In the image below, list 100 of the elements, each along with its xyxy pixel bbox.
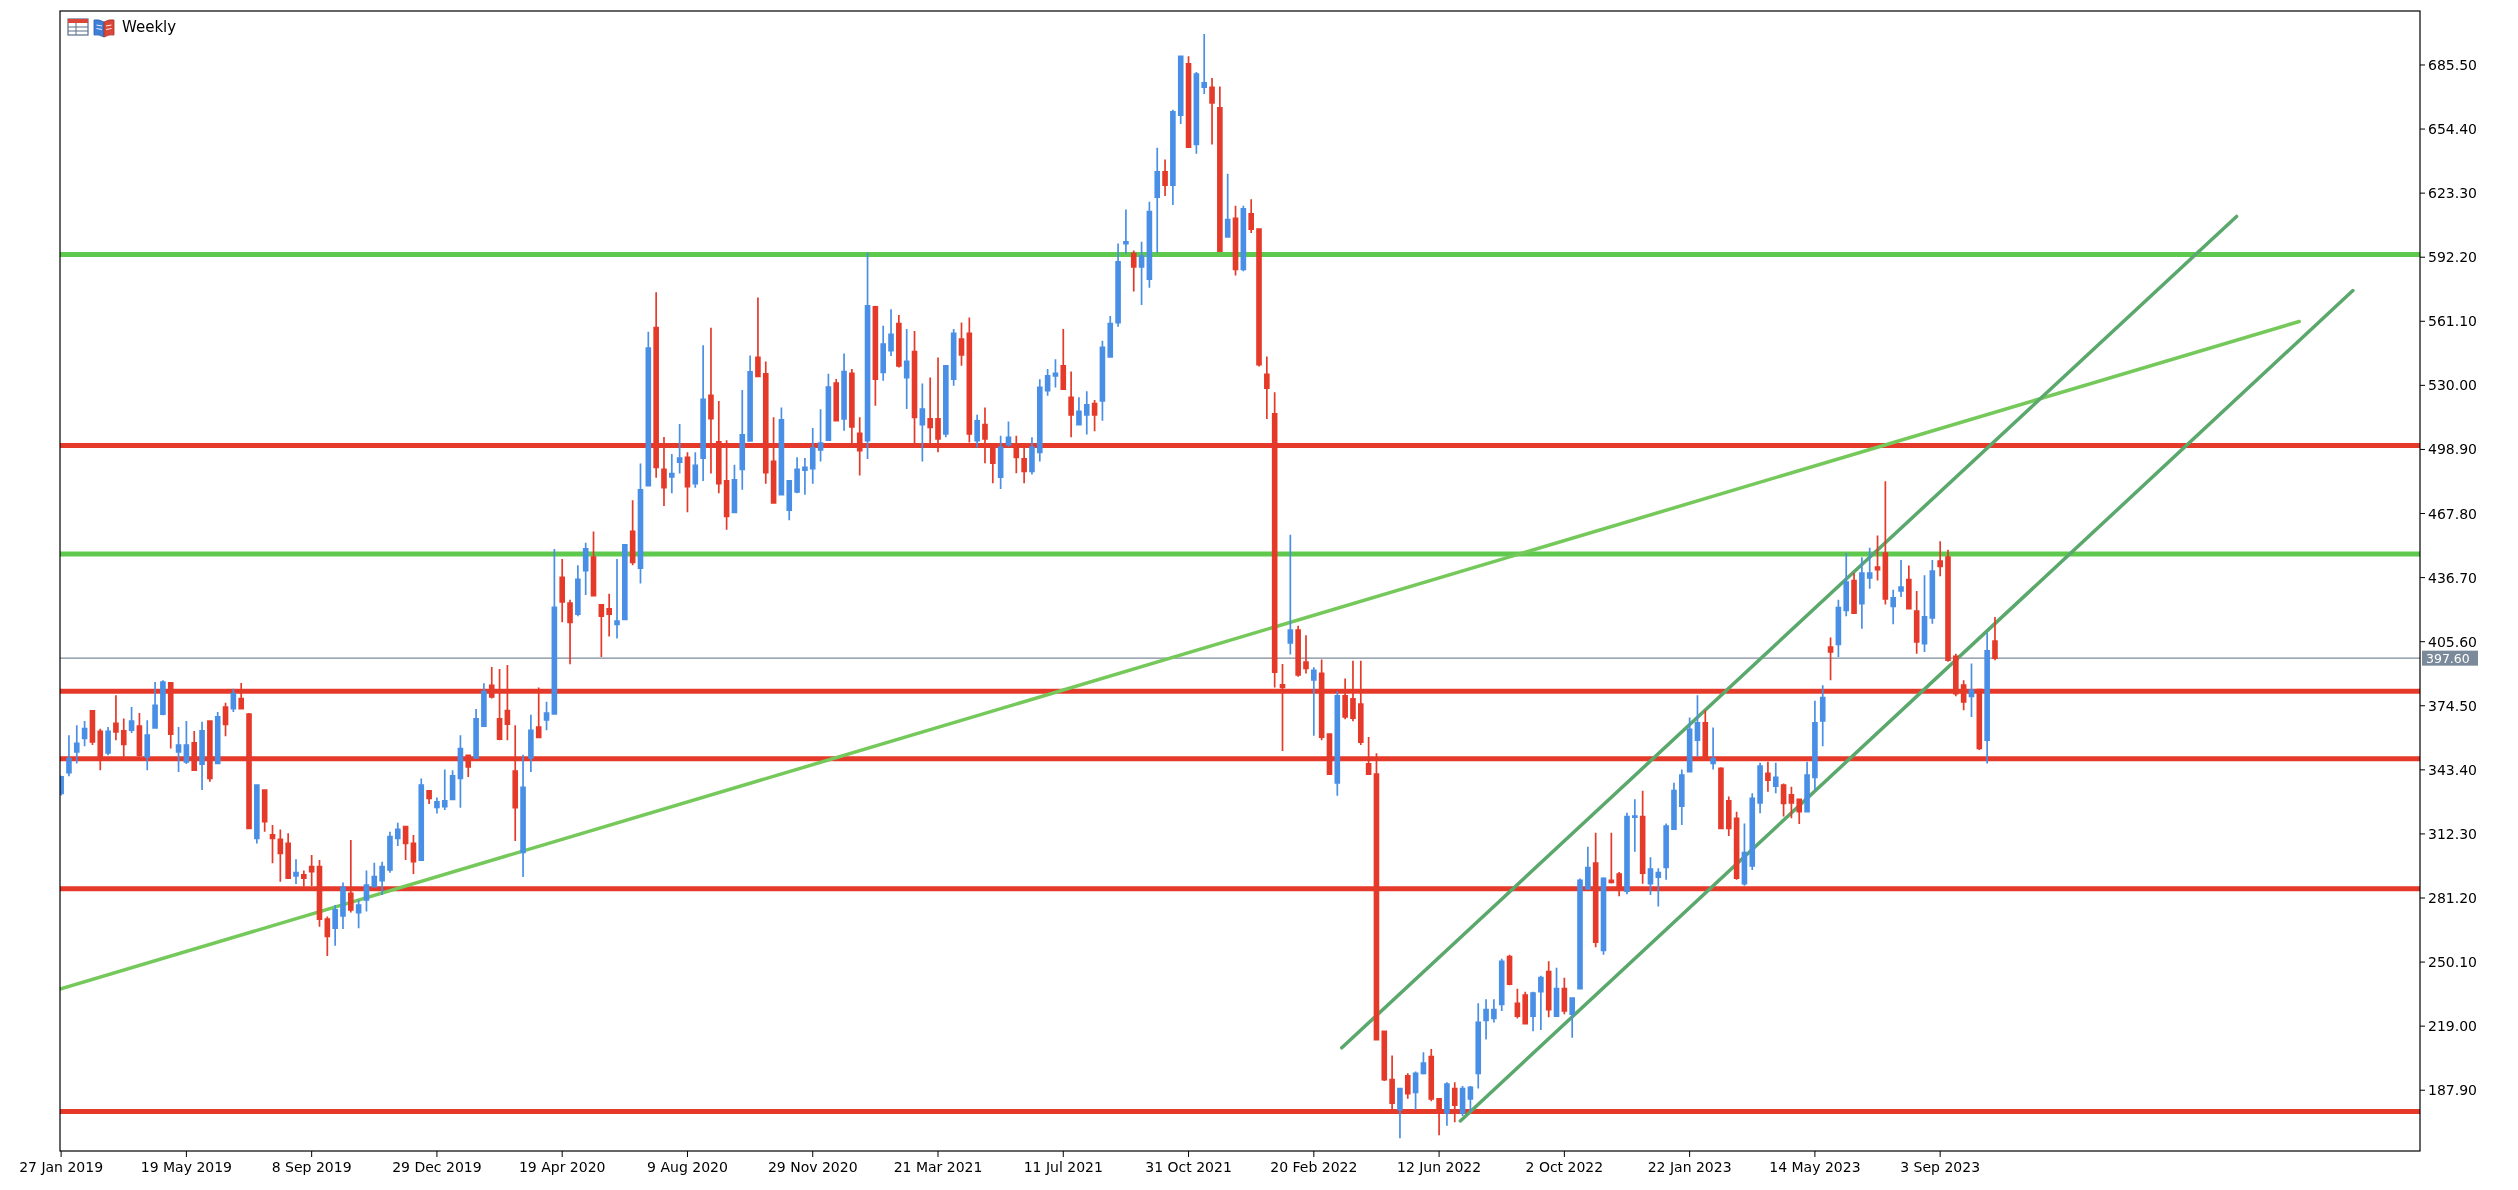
x-tick-label: 14 May 2023 xyxy=(1769,1159,1861,1175)
candlestick xyxy=(1397,1087,1403,1140)
y-tick-label: 654.40 xyxy=(2428,121,2477,138)
candlestick xyxy=(66,734,72,778)
candlestick xyxy=(1725,795,1732,837)
candlestick xyxy=(1929,559,1936,625)
candlestick xyxy=(1444,1081,1450,1127)
candlestick xyxy=(402,825,409,861)
candlestick xyxy=(528,713,534,773)
candlestick xyxy=(1162,158,1168,197)
y-tick-label: 219.00 xyxy=(2428,1018,2477,1035)
candlestick xyxy=(637,462,644,585)
x-tick-label: 31 Oct 2021 xyxy=(1145,1159,1232,1175)
candlestick xyxy=(144,719,151,772)
candlestick xyxy=(1146,200,1153,289)
candlestick xyxy=(1851,572,1857,615)
candlestick xyxy=(1937,540,1943,578)
x-tick-label: 12 Jun 2022 xyxy=(1396,1159,1482,1175)
candlestick xyxy=(1561,976,1568,1016)
candlestick xyxy=(520,753,526,878)
candlestick xyxy=(379,860,385,896)
candlestick xyxy=(152,681,158,730)
candlestick xyxy=(645,330,652,487)
candlestick xyxy=(1107,315,1114,358)
candlestick xyxy=(880,324,887,382)
candlestick xyxy=(1819,684,1826,747)
candlestick xyxy=(363,869,370,913)
candlestick xyxy=(575,564,581,617)
candlestick xyxy=(778,406,785,496)
candlestick xyxy=(1913,590,1920,655)
candlestick xyxy=(786,480,793,522)
candlestick xyxy=(1553,966,1560,1017)
y-tick-label: 281.20 xyxy=(2428,889,2477,906)
candlestick xyxy=(1772,761,1779,795)
candlestick xyxy=(1984,632,1990,765)
candlestick xyxy=(1890,588,1896,626)
y-tick-label: 187.90 xyxy=(2428,1082,2477,1099)
candlestick xyxy=(222,702,229,738)
candlestick xyxy=(387,830,393,874)
candlestick xyxy=(1992,616,1998,662)
candlestick xyxy=(809,427,816,485)
candlestick xyxy=(1185,55,1192,149)
candlestick xyxy=(1130,249,1137,293)
x-tick-label: 21 Mar 2021 xyxy=(893,1159,983,1175)
candlestick xyxy=(1256,228,1262,368)
candlestick xyxy=(128,706,135,734)
y-tick-label: 467.80 xyxy=(2428,505,2477,522)
candlestick xyxy=(1835,598,1842,658)
candlestick xyxy=(731,463,738,514)
candlestick xyxy=(434,796,440,815)
x-tick-label: 29 Dec 2019 xyxy=(392,1159,482,1175)
candlestick xyxy=(629,499,636,567)
candlestick xyxy=(606,592,612,638)
candlestick xyxy=(1749,792,1756,871)
candlestick xyxy=(1796,798,1803,825)
candlestick xyxy=(1224,172,1231,238)
candlestick xyxy=(1514,987,1521,1020)
candlestick xyxy=(567,599,573,665)
candlestick xyxy=(1044,368,1051,397)
candlestick xyxy=(958,321,965,367)
candlestick xyxy=(1264,355,1270,420)
candlestick xyxy=(1420,1051,1427,1076)
candlestick xyxy=(1506,954,1513,987)
x-tick-label: 29 Nov 2020 xyxy=(767,1159,858,1175)
candlestick xyxy=(1569,997,1575,1039)
ref-line-label: 397.60 xyxy=(2426,650,2470,666)
candlestick xyxy=(1303,634,1309,675)
x-tick-label: 9 Aug 2020 xyxy=(647,1159,728,1175)
candlestick xyxy=(1859,556,1865,630)
y-tick-label: 250.10 xyxy=(2428,954,2477,971)
candlestick xyxy=(418,777,425,861)
candlestick xyxy=(684,451,691,514)
candlestick xyxy=(277,828,284,883)
candlestick xyxy=(1248,198,1254,234)
candlestick xyxy=(1538,975,1544,1031)
candlestick xyxy=(105,726,111,757)
candlestick xyxy=(1287,533,1294,656)
candlestick xyxy=(1498,957,1505,1012)
candlestick xyxy=(1170,108,1176,206)
candlestick xyxy=(183,720,190,765)
candlestick xyxy=(802,457,808,496)
candlestick xyxy=(1036,378,1043,463)
y-tick-label: 343.40 xyxy=(2428,761,2477,778)
candlestick xyxy=(1334,690,1341,797)
candlestick xyxy=(1663,822,1669,881)
candlestick xyxy=(1154,146,1161,254)
candlestick xyxy=(1005,420,1012,448)
candlestick xyxy=(864,251,871,460)
candlestick xyxy=(1467,1085,1474,1113)
candlestick xyxy=(481,682,487,727)
x-tick-label: 20 Feb 2022 xyxy=(1270,1159,1358,1175)
candlestick xyxy=(551,548,558,715)
y-tick-label: 498.90 xyxy=(2428,441,2477,458)
candlestick xyxy=(394,821,401,847)
candlestick xyxy=(950,328,957,387)
candlestick xyxy=(1217,85,1223,252)
candlestick xyxy=(1232,204,1239,277)
candlestick xyxy=(89,710,96,746)
x-tick-label: 19 Apr 2020 xyxy=(518,1159,606,1175)
text: Weekly xyxy=(122,18,177,36)
